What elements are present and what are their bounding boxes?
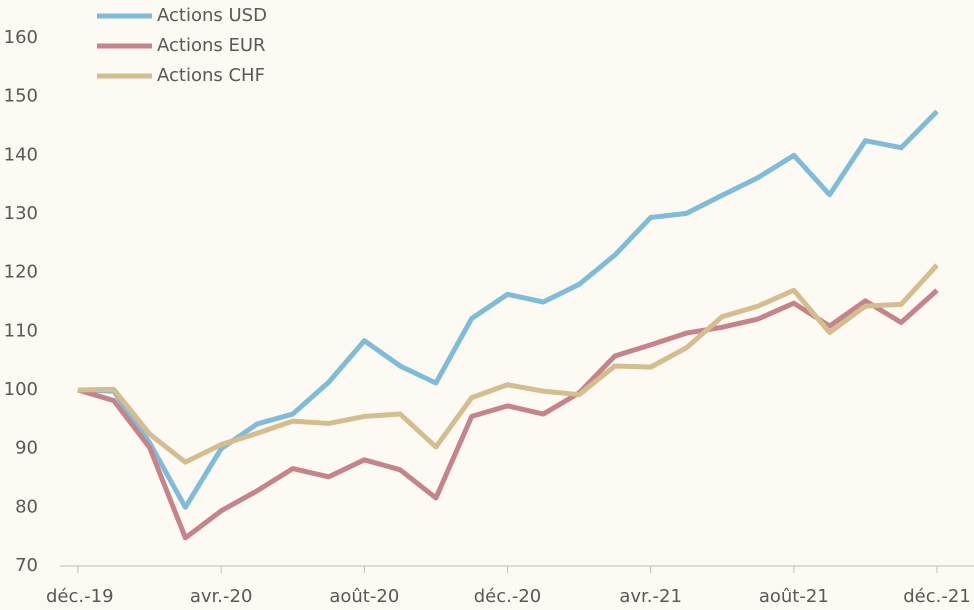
- x-tick-label: déc.-20: [474, 586, 542, 607]
- y-tick-label: 130: [4, 203, 38, 224]
- series-line: [77, 288, 939, 541]
- x-tick-label: août-21: [759, 586, 829, 607]
- x-tick-label: avr.-21: [619, 586, 682, 607]
- legend-label: Actions EUR: [157, 35, 266, 56]
- y-tick-label: 150: [4, 86, 38, 107]
- series-line: [77, 109, 939, 510]
- y-tick-label: 160: [4, 27, 38, 48]
- legend-label: Actions USD: [157, 5, 267, 26]
- y-tick-label: 120: [4, 262, 38, 283]
- legend-label: Actions CHF: [157, 65, 265, 86]
- x-tick-label: déc.-19: [46, 586, 114, 607]
- y-tick-label: 80: [15, 496, 38, 517]
- x-tick-label: août-20: [329, 586, 399, 607]
- series-line: [77, 263, 939, 465]
- y-tick-label: 140: [4, 144, 38, 165]
- y-tick-label: 70: [15, 555, 38, 576]
- y-tick-label: 100: [4, 379, 38, 400]
- x-tick-label: déc.-21: [903, 586, 971, 607]
- y-tick-label: 110: [4, 320, 38, 341]
- y-tick-label: 90: [15, 438, 38, 459]
- x-tick-label: avr.-20: [190, 586, 253, 607]
